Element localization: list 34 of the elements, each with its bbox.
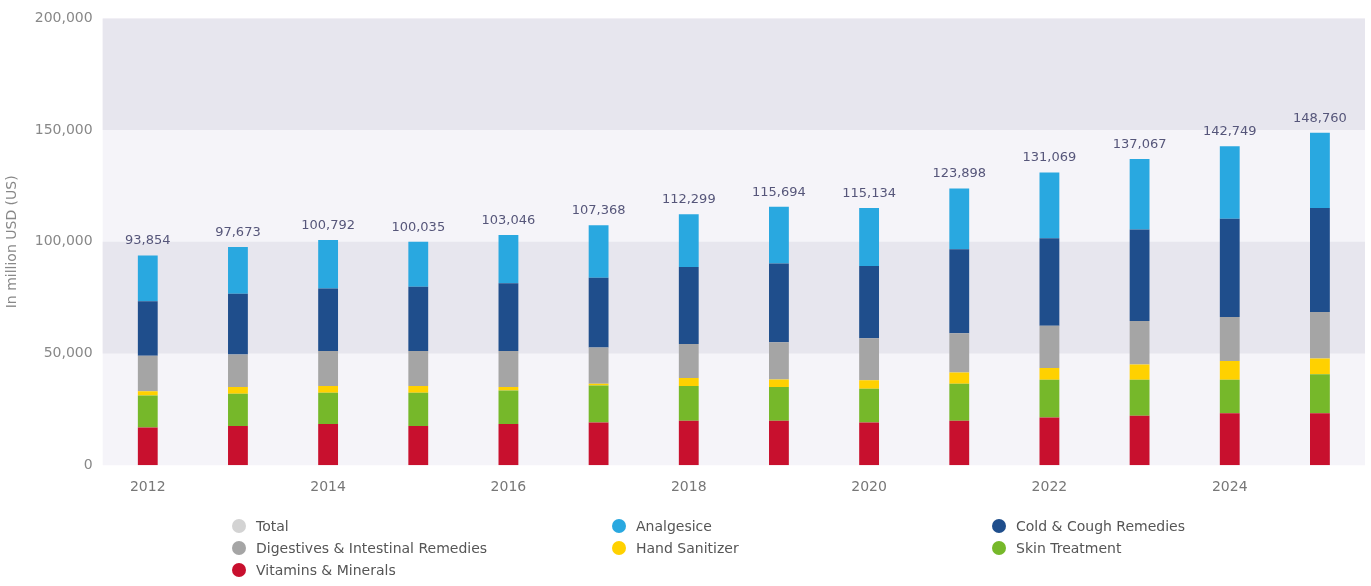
total-label: 100,035 (391, 218, 446, 234)
x-tick-label: 2022 (1031, 478, 1068, 495)
total-label: 123,898 (932, 165, 987, 181)
total-label: 112,299 (661, 191, 716, 207)
legend-label: Digestives & Intestinal Remedies (256, 539, 488, 556)
total-label: 142,749 (1202, 123, 1257, 139)
total-label: 107,368 (571, 202, 626, 218)
legend-label: Analgesice (636, 517, 712, 534)
total-label: 103,046 (481, 211, 536, 227)
y-tick-label: 150,000 (34, 120, 93, 137)
total-label: 148,760 (1293, 109, 1347, 125)
total-label: 131,069 (1022, 149, 1077, 165)
total-label: 115,134 (842, 184, 896, 200)
total-label: 115,694 (752, 183, 806, 199)
x-tick-label: 2024 (1211, 478, 1248, 495)
total-label: 100,792 (301, 216, 355, 232)
total-label: 97,673 (215, 223, 261, 239)
y-axis-title: In million USD (US) (3, 175, 20, 309)
x-tick-label: 2018 (670, 478, 707, 495)
total-label: 93,854 (125, 232, 171, 248)
x-tick-label: 2014 (310, 478, 347, 495)
y-tick-label: 0 (83, 455, 93, 472)
legend-label: Cold & Cough Remedies (1016, 517, 1186, 534)
total-label: 137,067 (1112, 135, 1167, 151)
x-tick-label: 2012 (129, 478, 166, 495)
legend-label: Skin Treatment (1016, 539, 1122, 556)
y-tick-label: 50,000 (43, 344, 93, 361)
legend-label: Hand Sanitizer (636, 539, 739, 556)
text: Total (256, 517, 289, 534)
x-tick-label: 2016 (490, 478, 527, 495)
legend-label: Vitamins & Minerals (256, 561, 396, 578)
y-tick-label: 200,000 (34, 9, 93, 26)
y-tick-label: 100,000 (34, 232, 93, 249)
x-tick-label: 2020 (851, 478, 887, 495)
